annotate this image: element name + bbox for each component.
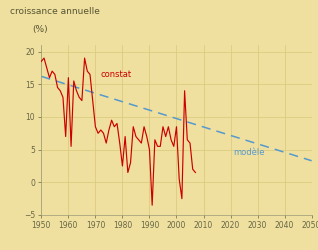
- Text: modèle: modèle: [233, 148, 265, 158]
- Text: constat: constat: [101, 70, 132, 79]
- Text: croissance annuelle: croissance annuelle: [10, 8, 100, 16]
- Text: (%): (%): [32, 25, 47, 34]
